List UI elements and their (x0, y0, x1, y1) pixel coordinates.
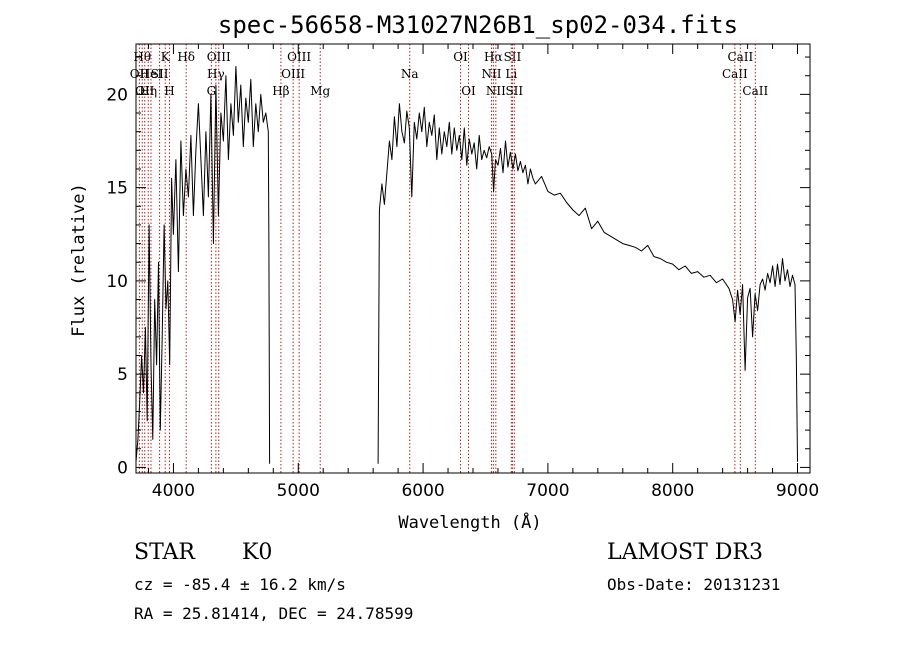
object-subclass: K0 (242, 540, 273, 565)
spectral-line-label: CaII (727, 50, 753, 64)
spectral-line-label: Mg (310, 84, 330, 98)
chart-title: spec-56658-M31027N26B1_sp02-034.fits (218, 11, 738, 39)
spectral-line-label: Hη (139, 84, 157, 98)
survey-name: LAMOST DR3 (607, 540, 763, 565)
flux-line (135, 65, 271, 464)
y-axis-label: Flux (relative) (69, 183, 89, 337)
spectral-line-label: OI (453, 50, 468, 64)
x-tick-label: 8000 (651, 481, 694, 501)
object-class: STAR (134, 540, 195, 565)
x-tick-label: 6000 (401, 481, 444, 501)
y-tick-label: 15 (106, 179, 128, 199)
spectral-line-label: CaII (742, 84, 768, 98)
spectral-line-label: Hδ (177, 50, 195, 64)
spectral-line-label: Hα (484, 50, 503, 64)
spectral-line-label: K (161, 50, 171, 64)
y-tick-label: 20 (106, 85, 128, 105)
spectral-line-label: Na (401, 67, 419, 81)
spectral-line-label: NII (481, 67, 501, 81)
spectral-line-label: Hβ (272, 84, 289, 98)
flux-line (377, 103, 798, 464)
spectral-line-label: OIII (207, 50, 231, 64)
spectral-line-label: G (207, 84, 217, 98)
spectral-line-label: OIII (281, 67, 305, 81)
spectral-line-label: NII (486, 84, 506, 98)
x-axis-label: Wavelength (Å) (398, 511, 541, 533)
spectral-line-markers: OIIHθOIIHηHeISIIKHHδGHγOIIIHβOIIIOIIIMgN… (130, 44, 768, 473)
spectral-line-label: SII (504, 50, 522, 64)
y-tick-label: 10 (106, 272, 128, 292)
y-tick-label: 5 (117, 365, 128, 385)
observation-date: Obs-Date: 20131231 (607, 575, 781, 594)
spectral-line-label: HeI (140, 67, 163, 81)
x-tick-label: 5000 (277, 481, 320, 501)
axis-ticks: 4000 5000 6000 7000 8000 9000 0 5 10 15 20 (106, 44, 819, 501)
y-tick-label: 0 (117, 458, 128, 478)
x-tick-label: 4000 (152, 481, 195, 501)
redshift-value: cz = -85.4 ± 16.2 km/s (134, 575, 346, 594)
flux-series (135, 65, 798, 464)
spectral-line-label: Hγ (207, 67, 225, 81)
spectral-line-label: H (164, 84, 174, 98)
spectral-line-label: OII (130, 67, 150, 81)
spectral-line-label: OI (461, 84, 476, 98)
spectral-line-label: SII (151, 67, 169, 81)
plot-frame (135, 43, 811, 474)
spectral-line-label: SII (505, 84, 523, 98)
coordinates: RA = 25.81414, DEC = 24.78599 (134, 604, 414, 623)
spectral-line-label: CaII (722, 67, 748, 81)
spectral-line-label: Hθ (133, 50, 151, 64)
spectral-line-label: OIII (287, 50, 311, 64)
spectral-line-label: Li (505, 67, 517, 81)
x-tick-label: 9000 (776, 481, 819, 501)
x-tick-label: 7000 (526, 481, 569, 501)
